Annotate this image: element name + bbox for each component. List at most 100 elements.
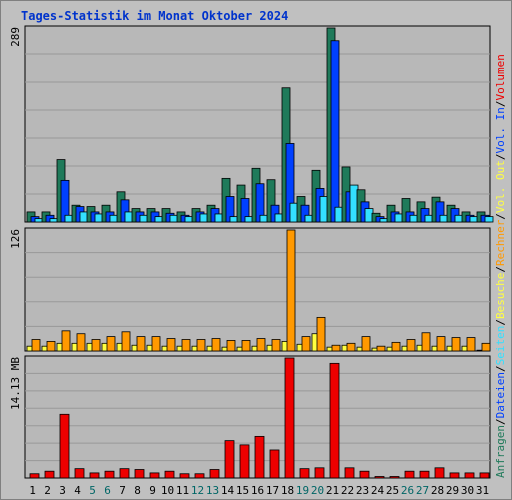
legend-separator: / xyxy=(494,365,507,372)
x-tick-label-14: 14 xyxy=(221,484,235,497)
x-tick-label-18: 18 xyxy=(281,484,294,497)
bar-volumen-day-23 xyxy=(359,470,370,479)
legend-separator: / xyxy=(494,100,507,107)
bar-rechner-day-4 xyxy=(76,333,86,352)
legend-anfragen: Anfragen xyxy=(494,425,507,478)
bar-rechner-day-28 xyxy=(436,336,446,352)
bar-rechner-day-30 xyxy=(466,337,476,352)
legend-separator: / xyxy=(494,319,507,326)
bar-volumen-day-27 xyxy=(419,470,430,479)
bar-rechner-day-10 xyxy=(166,338,176,352)
bar-rechner-day-19 xyxy=(301,336,311,352)
y-max-label-volume: 14.13 MB xyxy=(9,357,22,410)
right-legend-text: Anfragen/Dateien/Seiten/Besuche/Rechner/… xyxy=(494,54,507,478)
x-tick-label-15: 15 xyxy=(236,484,249,497)
bar-rechner-day-11 xyxy=(181,339,191,352)
bar-rechner-day-1 xyxy=(31,339,41,352)
legend-besuche: Besuche xyxy=(494,273,507,319)
bar-rechner-day-24 xyxy=(376,345,386,352)
panel-visits: 126 xyxy=(9,227,491,352)
bar-rechner-day-22 xyxy=(346,342,356,352)
x-tick-label-11: 11 xyxy=(176,484,189,497)
x-tick-label-27: 27 xyxy=(416,484,429,497)
bar-volumen-day-17 xyxy=(269,449,280,479)
bar-rechner-day-5 xyxy=(91,339,101,352)
bar-rechner-day-12 xyxy=(196,339,206,352)
bar-rechner-day-18 xyxy=(286,229,296,352)
bar-rechner-day-20 xyxy=(316,316,326,352)
bar-rechner-day-21 xyxy=(331,344,341,352)
legend-separator: / xyxy=(494,266,507,273)
x-tick-label-21: 21 xyxy=(326,484,339,497)
x-tick-label-4: 4 xyxy=(74,484,81,497)
x-tick-label-13: 13 xyxy=(206,484,219,497)
x-tick-label-25: 25 xyxy=(386,484,399,497)
x-tick-label-31: 31 xyxy=(476,484,489,497)
x-axis-labels: 1 2 3 4 5 6 7 8 9 10 11 12 13 14 15 16 17 18 19 20 21 22 23 24 2… xyxy=(29,484,489,497)
bar-rechner-day-31 xyxy=(481,342,491,352)
legend-rechner: Rechner xyxy=(494,219,507,266)
x-tick-label-26: 26 xyxy=(401,484,414,497)
legend-volumen: Volumen xyxy=(494,54,507,100)
bar-volumen-day-19 xyxy=(299,468,310,479)
bar-rechner-day-27 xyxy=(421,332,431,352)
x-tick-label-28: 28 xyxy=(431,484,444,497)
bar-volumen-day-1 xyxy=(29,473,40,479)
bar-volumen-day-24 xyxy=(374,476,385,479)
x-tick-label-22: 22 xyxy=(341,484,354,497)
legend-vol-in: Vol. In xyxy=(494,107,507,153)
bar-volumen-day-8 xyxy=(134,469,145,479)
plot-area-visits xyxy=(24,227,491,352)
bar-rechner-day-15 xyxy=(241,340,251,352)
bar-volumen-day-30 xyxy=(464,472,475,479)
bar-volumen-day-26 xyxy=(404,470,415,479)
bar-volumen-day-21 xyxy=(329,362,340,479)
legend-separator: / xyxy=(494,213,507,220)
bar-volumen-day-2 xyxy=(44,470,55,479)
x-tick-label-17: 17 xyxy=(266,484,279,497)
bar-volumen-day-11 xyxy=(179,473,190,479)
bar-rechner-day-6 xyxy=(106,336,116,352)
y-max-label-requests: 289 xyxy=(9,27,22,47)
bar-volumen-day-5 xyxy=(89,472,100,479)
x-tick-label-19: 19 xyxy=(296,484,309,497)
x-tick-label-24: 24 xyxy=(371,484,385,497)
legend-separator: / xyxy=(494,418,507,425)
bar-volumen-day-22 xyxy=(344,467,355,479)
bar-rechner-day-3 xyxy=(61,330,71,352)
bar-volumen-day-28 xyxy=(434,467,445,479)
bar-rechner-day-13 xyxy=(211,338,221,352)
legend-vol-out: Vol. Out xyxy=(494,160,507,213)
bar-volumen-day-18 xyxy=(284,357,295,479)
x-tick-label-30: 30 xyxy=(461,484,474,497)
bar-volumen-day-12 xyxy=(194,473,205,479)
panel-volume: 14.13 MB xyxy=(9,355,491,479)
x-tick-label-29: 29 xyxy=(446,484,459,497)
panel-requests: 289 xyxy=(9,25,494,223)
bar-volumen-day-29 xyxy=(449,472,460,479)
x-tick-label-10: 10 xyxy=(161,484,174,497)
bar-rechner-day-7 xyxy=(121,331,131,352)
bar-volumen-day-31 xyxy=(479,472,490,479)
legend-seiten: Seiten xyxy=(494,326,507,366)
x-tick-label-20: 20 xyxy=(311,484,324,497)
bar-volumen-day-20 xyxy=(314,467,325,479)
x-tick-label-8: 8 xyxy=(134,484,141,497)
bar-volumen-day-6 xyxy=(104,470,115,479)
bar-rechner-day-25 xyxy=(391,341,401,352)
x-tick-label-9: 9 xyxy=(149,484,156,497)
bar-volumen-day-4 xyxy=(74,468,85,479)
bar-rechner-day-16 xyxy=(256,338,266,352)
bar-volumen-day-9 xyxy=(149,472,160,479)
chart-panels: 289 126 14.13 MB xyxy=(9,25,494,479)
bar-rechner-day-26 xyxy=(406,339,416,352)
x-tick-label-23: 23 xyxy=(356,484,369,497)
bar-volumen-day-25 xyxy=(389,476,400,479)
bar-dateien-day-21 xyxy=(330,40,340,223)
bar-volumen-day-14 xyxy=(224,440,235,479)
bar-volumen-day-16 xyxy=(254,435,265,479)
x-tick-label-3: 3 xyxy=(59,484,66,497)
bar-rechner-day-29 xyxy=(451,337,461,352)
bar-seiten-day-31 xyxy=(484,216,494,223)
